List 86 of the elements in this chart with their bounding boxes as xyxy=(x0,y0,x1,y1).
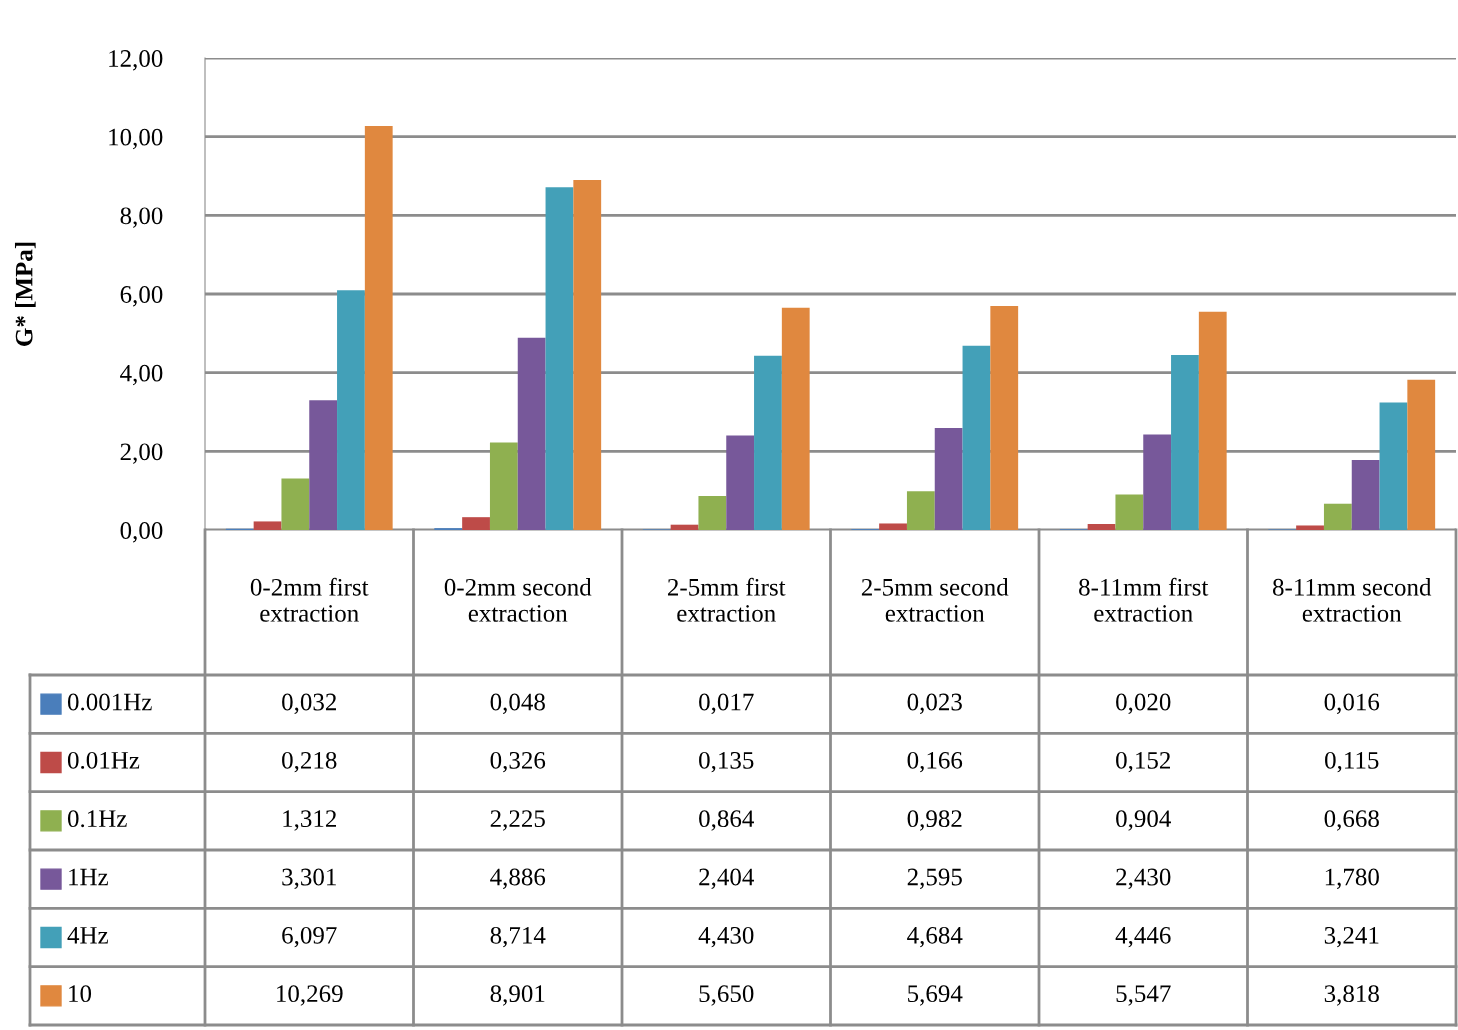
data-label: 0,326 xyxy=(490,751,546,773)
y-tick-label: 6,00 xyxy=(120,286,163,307)
bar xyxy=(879,523,907,530)
data-label: 0,017 xyxy=(699,693,754,715)
data-label: 0,166 xyxy=(907,751,963,773)
data-label: 0,135 xyxy=(699,751,754,773)
x-tick-label: 0-2mm second extraction xyxy=(444,578,592,622)
bar xyxy=(337,290,365,530)
legend-label: 0.01Hz xyxy=(67,751,140,769)
data-label: 1,780 xyxy=(1325,868,1379,890)
data-label: 4,446 xyxy=(1115,926,1171,948)
bar xyxy=(990,306,1019,530)
data-label: 5,694 xyxy=(908,985,963,1006)
bar xyxy=(1407,379,1436,530)
bar xyxy=(253,521,282,530)
data-label: 0,864 xyxy=(699,810,754,831)
bar xyxy=(1087,524,1116,530)
bar xyxy=(1323,503,1352,530)
data-label: 4,684 xyxy=(907,926,963,948)
data-label: 2,225 xyxy=(490,810,545,831)
legend-label: 10 xyxy=(69,985,92,1003)
bar xyxy=(364,126,393,530)
bar xyxy=(489,442,518,530)
x-tick-label: 8-11mm second extraction xyxy=(1272,578,1432,622)
bar xyxy=(1351,459,1380,530)
bar xyxy=(962,345,991,530)
data-label: 0,032 xyxy=(282,693,336,715)
data-label: 10,269 xyxy=(277,985,343,1006)
data-label: 5,547 xyxy=(1116,985,1171,1006)
y-tick-label: 2,00 xyxy=(120,443,163,464)
bar xyxy=(309,400,338,530)
data-label: 0,020 xyxy=(1116,693,1171,715)
x-tick-label: 0-2mm first extraction xyxy=(250,577,369,622)
data-label: 0,668 xyxy=(1324,810,1379,831)
data-label: 1,312 xyxy=(283,810,336,831)
legend-label: 4Hz xyxy=(67,927,108,944)
bar xyxy=(670,524,699,530)
data-label: 4,886 xyxy=(490,868,546,890)
data-label: 0,218 xyxy=(282,751,337,773)
legend-label: 1Hz xyxy=(69,868,108,886)
bar xyxy=(1379,402,1408,530)
data-label: 4,430 xyxy=(698,926,754,948)
data-label: 2,404 xyxy=(699,868,754,890)
bar xyxy=(1198,311,1227,530)
data-label: 6,097 xyxy=(282,926,337,948)
legend-label: 0.1Hz xyxy=(67,810,127,828)
bar xyxy=(545,187,574,530)
data-label: 3,301 xyxy=(282,868,336,890)
data-label: 0,016 xyxy=(1324,693,1380,715)
data-label: 3,241 xyxy=(1324,926,1379,948)
y-tick-label: 10,00 xyxy=(109,128,163,150)
bar xyxy=(726,435,755,530)
y-tick-label: 8,00 xyxy=(120,207,163,228)
bar xyxy=(281,478,310,530)
bar xyxy=(1143,434,1172,530)
bar xyxy=(754,355,782,530)
bar xyxy=(462,517,490,530)
data-label: 2,595 xyxy=(907,868,962,890)
y-axis-title: G* [MPa] xyxy=(14,242,36,346)
x-tick-label: 2-5mm first extraction xyxy=(667,577,786,622)
data-label: 3,818 xyxy=(1324,985,1379,1006)
bar xyxy=(1296,525,1324,530)
bar xyxy=(934,427,963,530)
bar xyxy=(573,179,602,530)
y-tick-label: 0,00 xyxy=(120,522,163,543)
data-label: 5,650 xyxy=(699,985,754,1006)
bar xyxy=(517,337,546,530)
bar xyxy=(698,496,727,530)
legend-label: 0.001Hz xyxy=(67,693,152,711)
data-label: 0,023 xyxy=(907,693,962,715)
y-tick-label: 4,00 xyxy=(120,364,163,386)
data-label: 0,904 xyxy=(1116,810,1171,831)
data-label: 8,901 xyxy=(490,985,545,1006)
data-label: 0,048 xyxy=(490,693,545,715)
data-label: 2,430 xyxy=(1116,868,1171,890)
data-label: 0,152 xyxy=(1116,751,1170,773)
bar xyxy=(906,491,935,530)
data-label: 0,115 xyxy=(1325,751,1379,773)
data-label: 8,714 xyxy=(490,926,546,948)
bar xyxy=(1171,355,1199,530)
data-label: 0,982 xyxy=(907,810,962,831)
bar xyxy=(781,307,810,530)
x-tick-label: 2-5mm second extraction xyxy=(861,578,1009,622)
bar xyxy=(1115,494,1144,530)
x-tick-label: 8-11mm first extraction xyxy=(1079,577,1209,622)
y-tick-label: 12,00 xyxy=(109,50,163,71)
